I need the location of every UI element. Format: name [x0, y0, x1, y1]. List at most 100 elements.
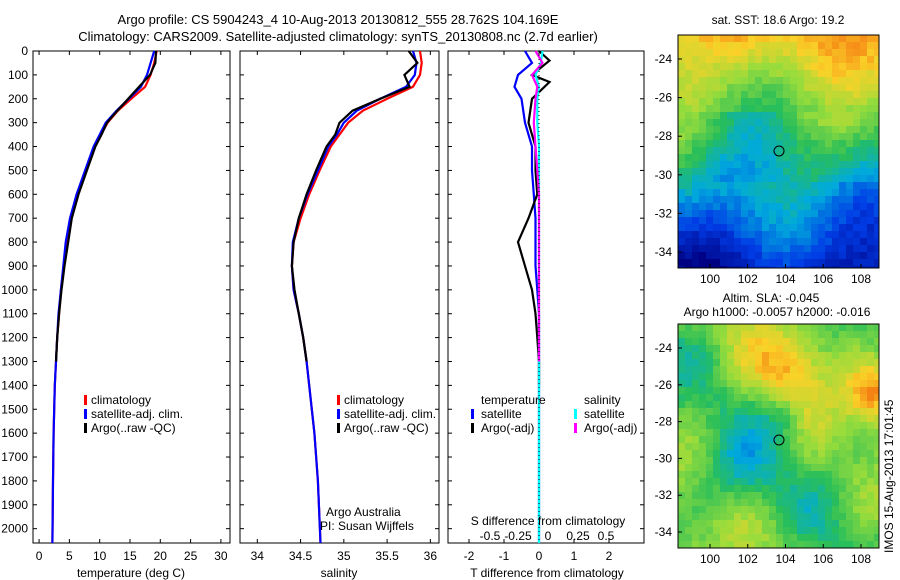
map-cell	[706, 352, 713, 359]
map-cell	[860, 98, 867, 105]
map-cell	[692, 366, 699, 373]
map-cell	[727, 175, 734, 182]
map-cell	[741, 224, 748, 231]
map-cell	[776, 189, 783, 196]
map-cell	[685, 126, 692, 133]
map-cell	[790, 196, 797, 203]
map-cell	[874, 359, 879, 366]
map-cell	[755, 338, 762, 345]
map-cell	[762, 77, 769, 84]
map-cell	[811, 345, 818, 352]
series-line-temperature-satellite	[513, 50, 541, 543]
map-cell	[678, 203, 685, 210]
map-cell	[825, 224, 832, 231]
map-cell	[734, 91, 741, 98]
map-cell	[860, 436, 867, 443]
map-cell	[748, 345, 755, 352]
map-cell	[818, 140, 825, 147]
map-cell	[748, 56, 755, 63]
map-cell	[699, 506, 706, 513]
map-cell	[867, 513, 874, 520]
map-cell	[832, 161, 839, 168]
map-cell	[832, 352, 839, 359]
map-cell	[832, 520, 839, 527]
map-cell	[720, 133, 727, 140]
map-cell	[769, 203, 776, 210]
map-cell	[727, 436, 734, 443]
map-cell	[790, 443, 797, 450]
map-cell	[755, 513, 762, 520]
map-cell	[720, 189, 727, 196]
map-cell	[825, 154, 832, 161]
map-cell	[699, 238, 706, 245]
map-cell	[706, 140, 713, 147]
map-cell	[678, 175, 685, 182]
x-tick-label: 2	[606, 549, 613, 563]
legend-label: Argo(..raw -QC)	[91, 421, 176, 435]
map-cell	[839, 506, 846, 513]
map-cell	[797, 387, 804, 394]
map-cell	[832, 394, 839, 401]
map-cell	[818, 224, 825, 231]
map-cell	[748, 182, 755, 189]
map-cell	[720, 84, 727, 91]
map-cell	[860, 324, 867, 331]
map-cell	[811, 436, 818, 443]
map-cell	[769, 168, 776, 175]
map-cell	[790, 42, 797, 49]
map-cell	[867, 380, 874, 387]
map-cell	[755, 408, 762, 415]
map-cell	[860, 408, 867, 415]
map-cell	[748, 77, 755, 84]
legend-swatch-s-argo	[574, 423, 577, 433]
legend-label: climatology	[91, 393, 151, 407]
map-cell	[678, 331, 685, 338]
map-cell	[790, 331, 797, 338]
map-cell	[734, 478, 741, 485]
map-cell	[797, 324, 804, 331]
map-cell	[832, 238, 839, 245]
map-cell	[727, 457, 734, 464]
map-cell	[678, 196, 685, 203]
map-cell	[776, 373, 783, 380]
map-cell	[699, 119, 706, 126]
map-cell	[839, 63, 846, 70]
map-cell	[748, 231, 755, 238]
map-cell	[734, 324, 741, 331]
map-cell	[685, 35, 692, 42]
map-cell	[853, 443, 860, 450]
map-cell	[818, 415, 825, 422]
map-cell	[811, 408, 818, 415]
map-cell	[734, 394, 741, 401]
map-cell	[678, 70, 685, 77]
map-cell	[776, 443, 783, 450]
map-cell	[783, 203, 790, 210]
map-cell	[867, 443, 874, 450]
map-cell	[832, 485, 839, 492]
map-cell	[734, 70, 741, 77]
map-cell	[699, 408, 706, 415]
map-cell	[699, 231, 706, 238]
map-cell	[762, 140, 769, 147]
map-cell	[713, 513, 720, 520]
depth-tick-label: 300	[8, 116, 28, 130]
map-cell	[727, 408, 734, 415]
map-cell	[692, 252, 699, 259]
map-cell	[860, 49, 867, 56]
map-cell	[783, 359, 790, 366]
map-cell	[839, 443, 846, 450]
map-cell	[720, 266, 727, 268]
map-cell	[727, 105, 734, 112]
map-cell	[776, 387, 783, 394]
map-cell	[685, 266, 692, 268]
map-cell	[853, 154, 860, 161]
map-cell	[797, 394, 804, 401]
map-cell	[748, 415, 755, 422]
map-cell	[867, 245, 874, 252]
map-cell	[685, 189, 692, 196]
map-cell	[804, 324, 811, 331]
map-cell	[678, 471, 685, 478]
map-cell	[853, 450, 860, 457]
map-cell	[713, 471, 720, 478]
map-cell	[797, 513, 804, 520]
